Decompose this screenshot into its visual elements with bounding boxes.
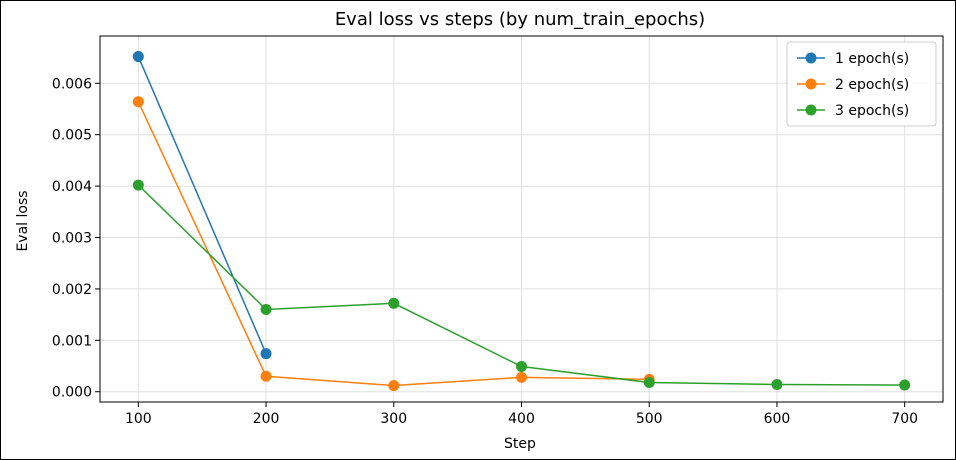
legend-label-1: 1 epoch(s): [835, 51, 909, 67]
axes: 100 200 300 400 500 600 700 0.000 0.001 0.002 0.00…: [52, 35, 944, 427]
y-tick-label: 0.006: [52, 76, 92, 92]
x-tick-label: 100: [125, 411, 152, 427]
series-2-point: [260, 370, 272, 382]
series-3-point: [132, 179, 144, 191]
chart-title: Eval loss vs steps (by num_train_epochs): [335, 9, 705, 30]
series-3-point: [643, 376, 655, 388]
x-tick-label: 300: [380, 411, 407, 427]
y-axis-label: Eval loss: [15, 190, 31, 251]
legend-marker-3: [805, 104, 817, 116]
legend-label-3: 3 epoch(s): [835, 103, 909, 119]
series-3-point: [771, 379, 783, 391]
x-tick-label: 400: [508, 411, 535, 427]
x-tick-label: 600: [764, 411, 791, 427]
series-group: [132, 51, 911, 392]
series-3-point: [388, 297, 400, 309]
series-2-point: [388, 380, 400, 392]
legend-label-2: 2 epoch(s): [835, 77, 909, 93]
y-tick-label: 0.002: [52, 282, 92, 298]
legend-marker-2: [805, 78, 817, 90]
y-tick-label: 0.004: [52, 179, 92, 195]
y-tick-label: 0.000: [52, 385, 92, 401]
series-3-point: [260, 303, 272, 315]
legend-marker-1: [805, 52, 817, 64]
x-tick-label: 500: [636, 411, 663, 427]
series-line-1: [137, 56, 267, 354]
series-2-point: [132, 96, 144, 108]
legend: 1 epoch(s) 2 epoch(s) 3 epoch(s): [786, 41, 937, 127]
series-1-point: [132, 51, 144, 63]
y-tick-label: 0.003: [52, 231, 92, 247]
x-tick-label: 200: [253, 411, 280, 427]
x-tick-label: 700: [891, 411, 918, 427]
series-3-point: [899, 379, 911, 391]
x-axis-label: Step: [504, 436, 536, 452]
series-1-point: [260, 348, 272, 360]
series-3-point: [516, 361, 527, 373]
y-tick-label: 0.001: [52, 333, 92, 349]
y-tick-label: 0.005: [52, 128, 92, 144]
series-2-point: [516, 371, 527, 383]
legend-box: [786, 41, 937, 127]
grid-lines: [100, 36, 943, 402]
